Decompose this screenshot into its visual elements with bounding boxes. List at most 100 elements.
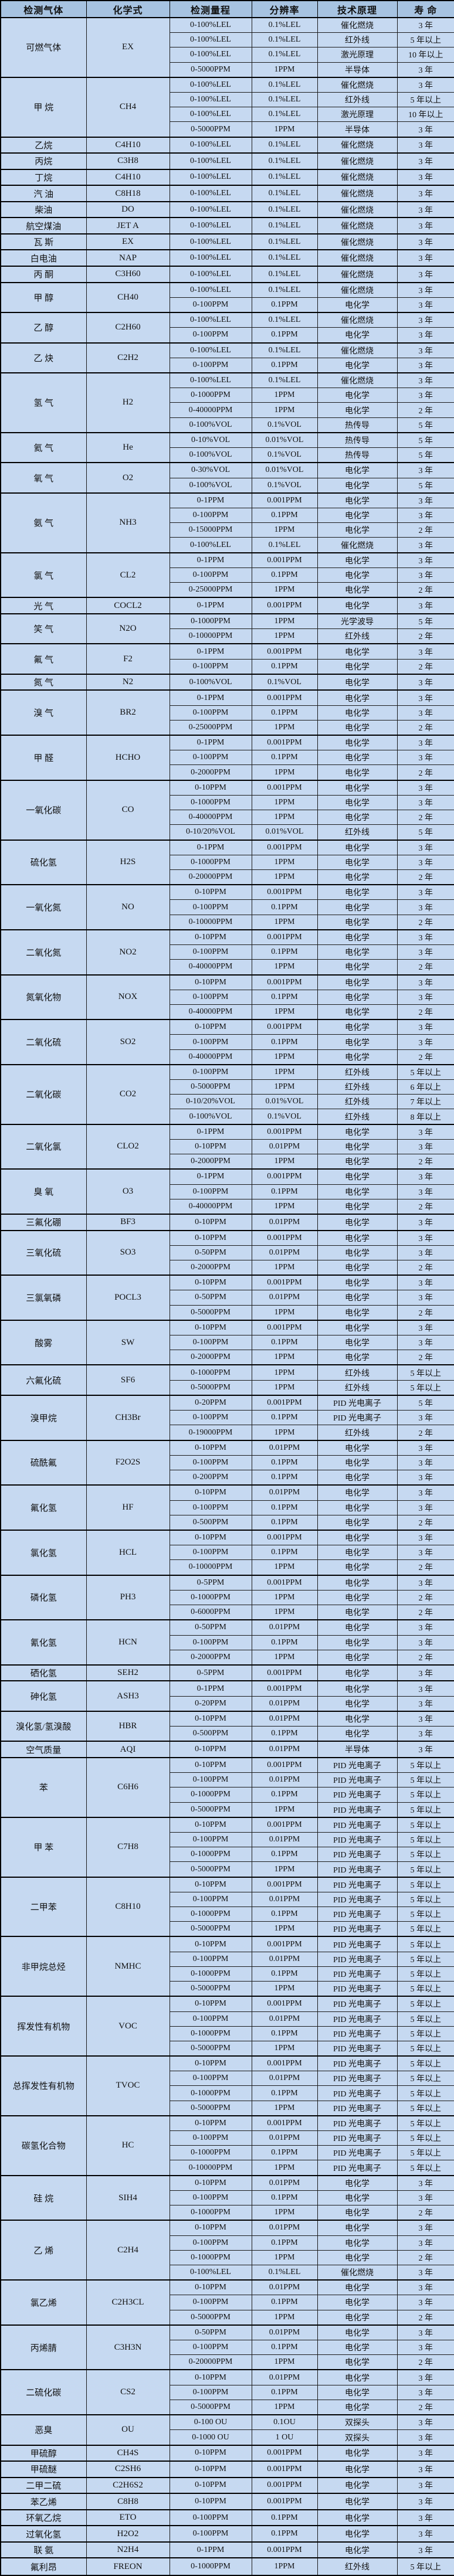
resolution-cell: 0.001PPM	[251, 1123, 318, 1140]
resolution-cell: 0.001PPM	[251, 2493, 318, 2510]
range-cell: 0-10PPM	[169, 974, 252, 990]
range-cell: 0-1PPM	[169, 1123, 252, 1140]
table-row: 0-10/20%VOL 0.01%VOL 红外线 7 年以上	[1, 1094, 454, 1110]
gas-name-cell: 联 氨	[0, 2541, 87, 2558]
life-cell: 3 年	[397, 689, 454, 706]
principle-cell: 电化学	[317, 582, 398, 598]
formula-cell: C3H8	[86, 152, 170, 170]
principle-cell: 电化学	[317, 2493, 398, 2510]
formula-cell: OU	[86, 2414, 170, 2446]
resolution-cell: 0.1PPM	[251, 2235, 318, 2251]
gas-name-cell: 硫化氢	[0, 839, 87, 885]
resolution-cell: 0.01PPM	[251, 1832, 318, 1848]
gas-name-cell: 丁烷	[0, 168, 87, 186]
resolution-cell: 0.001PPM	[251, 2055, 318, 2072]
col-header-formula: 化学式	[86, 0, 170, 18]
range-cell: 0-100%LEL	[169, 92, 252, 108]
life-cell: 2 年	[397, 1589, 454, 1606]
resolution-cell: 1PPM	[251, 2160, 318, 2176]
principle-cell: PID 光电离子	[317, 1966, 398, 1982]
table-row: 溴 气 BR2 0-1PPM 0.001PPM 电化学 3 年	[0, 689, 454, 736]
table-row: 0-10000PPM 1PPM PID 光电离子 5 年以上	[1, 2160, 454, 2176]
principle-cell: 电化学	[317, 522, 398, 538]
resolution-cell: 0.001PPM	[251, 1936, 318, 1952]
principle-cell: 电化学	[317, 899, 398, 915]
principle-cell: 催化燃烧	[317, 537, 398, 553]
principle-cell: 电化学	[317, 402, 398, 418]
table-row: 0-500PPM 0.1PPM 电化学 3 年	[1, 1726, 454, 1742]
resolution-cell: 0.001PPM	[251, 1394, 318, 1411]
principle-cell: 电化学	[317, 2324, 398, 2341]
life-cell: 3 年	[397, 266, 454, 283]
range-cell: 0-10PPM	[169, 2174, 252, 2191]
principle-cell: 电化学	[317, 327, 398, 344]
resolution-cell: 0.1PPM	[251, 508, 318, 524]
gas-name-cell: 溴 气	[0, 689, 87, 736]
principle-cell: 电化学	[317, 1154, 398, 1170]
range-cell: 0-100%LEL	[169, 217, 252, 235]
resolution-cell: 0.1PPM	[251, 1470, 318, 1486]
principle-cell: PID 光电离子	[317, 1816, 398, 1833]
range-cell: 0-10PPM	[169, 2493, 252, 2510]
principle-cell: PID 光电离子	[317, 2145, 398, 2161]
table-row: 0-5000PPM 1PPM 红外线 5 年以上	[1, 1379, 454, 1396]
table-row: 0-50PPM 0.01PPM 电化学 3 年	[1, 1245, 454, 1260]
formula-cell: ETO	[86, 2509, 170, 2526]
life-cell: 2 年	[397, 1559, 454, 1576]
gas-name-cell: 甲硫醇	[0, 2444, 87, 2462]
principle-cell: 热传导	[317, 431, 398, 448]
resolution-cell: 1PPM	[251, 914, 318, 930]
resolution-cell: 0.01PPM	[251, 2174, 318, 2191]
principle-cell: 双探头	[317, 2414, 398, 2431]
range-cell: 0-5000PPM	[169, 2100, 252, 2116]
life-cell: 3 年	[397, 2476, 454, 2494]
resolution-cell: 1PPM	[251, 869, 318, 885]
table-row: 0-20000PPM 1PPM 电化学 2 年	[1, 2354, 454, 2370]
formula-cell: SW	[86, 1319, 170, 1365]
life-cell: 5 年以上	[397, 1787, 454, 1803]
resolution-cell: 0.1%VOL	[251, 673, 318, 691]
principle-cell: 电化学	[317, 1290, 398, 1306]
formula-cell: CH3Br	[86, 1394, 170, 1441]
resolution-cell: 0.1%LEL	[251, 136, 318, 154]
table-row: 0-1000PPM 1PPM 电化学 2 年	[1, 1589, 454, 1606]
range-cell: 0-10PPM	[169, 1139, 252, 1155]
range-cell: 0-100PPM	[169, 327, 252, 344]
gas-name-cell: 氦 气	[0, 431, 87, 463]
principle-cell: 催化燃烧	[317, 281, 398, 298]
table-row: 0-10/20%VOL 0.01%VOL 红外线 5 年	[1, 824, 454, 841]
life-cell: 5 年以上	[397, 1847, 454, 1863]
range-cell: 0-100%LEL	[169, 200, 252, 218]
resolution-cell: 1PPM	[251, 1589, 318, 1606]
range-cell: 0-100%LEL	[169, 47, 252, 63]
table-row: 0-100PPM 0.1PPM 电化学 3 年	[1, 2190, 454, 2206]
table-row: 氮氧化物 NOX 0-10PPM 0.001PPM 电化学 3 年	[0, 974, 454, 1020]
formula-cell: C2H4	[86, 2220, 170, 2281]
formula-cell: HF	[86, 1484, 170, 1531]
life-cell: 5 年以上	[397, 1951, 454, 1967]
life-cell: 3 年	[397, 2509, 454, 2526]
life-cell: 2 年	[397, 1154, 454, 1170]
gas-name-cell: 二甲苯	[0, 1876, 87, 1937]
range-cell: 0-10PPM	[169, 1319, 252, 1336]
range-cell: 0-100 OU	[169, 2414, 252, 2431]
resolution-cell: 0.1PPM	[251, 2525, 318, 2543]
table-row: 0-40000PPM 1PPM 电化学 2 年	[1, 810, 454, 825]
gas-name-cell: 丙 酮	[0, 266, 87, 283]
life-cell: 3 年	[397, 2541, 454, 2558]
life-cell: 3 年	[397, 1139, 454, 1155]
life-cell: 3 年	[397, 839, 454, 855]
table-row: 0-2000PPM 1PPM 电化学 2 年	[1, 1649, 454, 1666]
principle-cell: 电化学	[317, 914, 398, 930]
range-cell: 0-100%LEL	[169, 342, 252, 358]
principle-cell: 电化学	[317, 508, 398, 524]
formula-cell: N2H4	[86, 2541, 170, 2558]
resolution-cell: 0.001PPM	[251, 2461, 318, 2478]
range-cell: 0-5000PPM	[169, 1861, 252, 1878]
gas-name-cell: 甲 醛	[0, 735, 87, 781]
life-cell: 3 年	[397, 76, 454, 93]
range-cell: 0-1000PPM	[169, 1906, 252, 1922]
table-row: 0-100PPM 0.01PPM PID 光电离子 5 年以上	[1, 2011, 454, 2027]
formula-cell: BF3	[86, 1213, 170, 1231]
range-cell: 0-1000PPM	[169, 1364, 252, 1381]
